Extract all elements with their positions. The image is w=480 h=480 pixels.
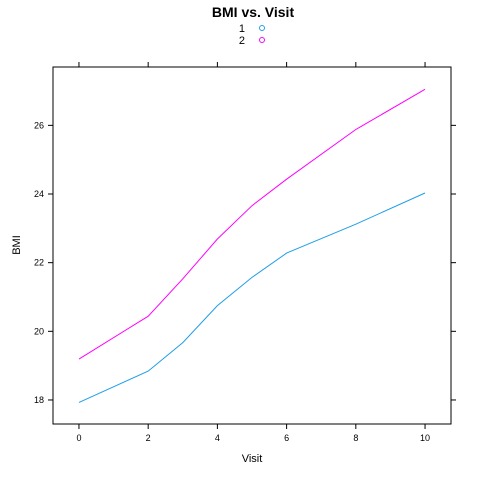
x-tick-label: 4 <box>215 433 220 443</box>
legend: 12 <box>239 23 265 47</box>
series-group <box>78 88 426 403</box>
legend-marker-2 <box>259 37 265 43</box>
y-tick-label: 22 <box>34 258 44 268</box>
series-line-2 <box>78 88 426 360</box>
y-tick-label: 20 <box>34 326 44 336</box>
legend-marker-1 <box>259 25 265 31</box>
x-tick-label: 2 <box>146 433 151 443</box>
plot-frame <box>52 66 452 425</box>
legend-label-1: 1 <box>239 23 245 35</box>
x-tick-label: 6 <box>284 433 289 443</box>
x-axis-label: Visit <box>242 453 263 465</box>
series-line-1 <box>78 192 426 403</box>
y-tick-label: 24 <box>34 189 44 199</box>
y-axis-label: BMI <box>11 235 23 255</box>
y-tick-label: 26 <box>34 120 44 130</box>
x-tick-label: 0 <box>76 433 81 443</box>
y-axis: 18 20 22 24 26 <box>34 120 456 405</box>
x-axis: 0 2 4 6 8 10 <box>76 62 430 443</box>
chart-title: BMI vs. Visit <box>212 4 295 20</box>
y-tick-label: 18 <box>34 395 44 405</box>
legend-label-2: 2 <box>239 35 245 47</box>
x-tick-label: 8 <box>353 433 358 443</box>
x-tick-label: 10 <box>420 433 430 443</box>
